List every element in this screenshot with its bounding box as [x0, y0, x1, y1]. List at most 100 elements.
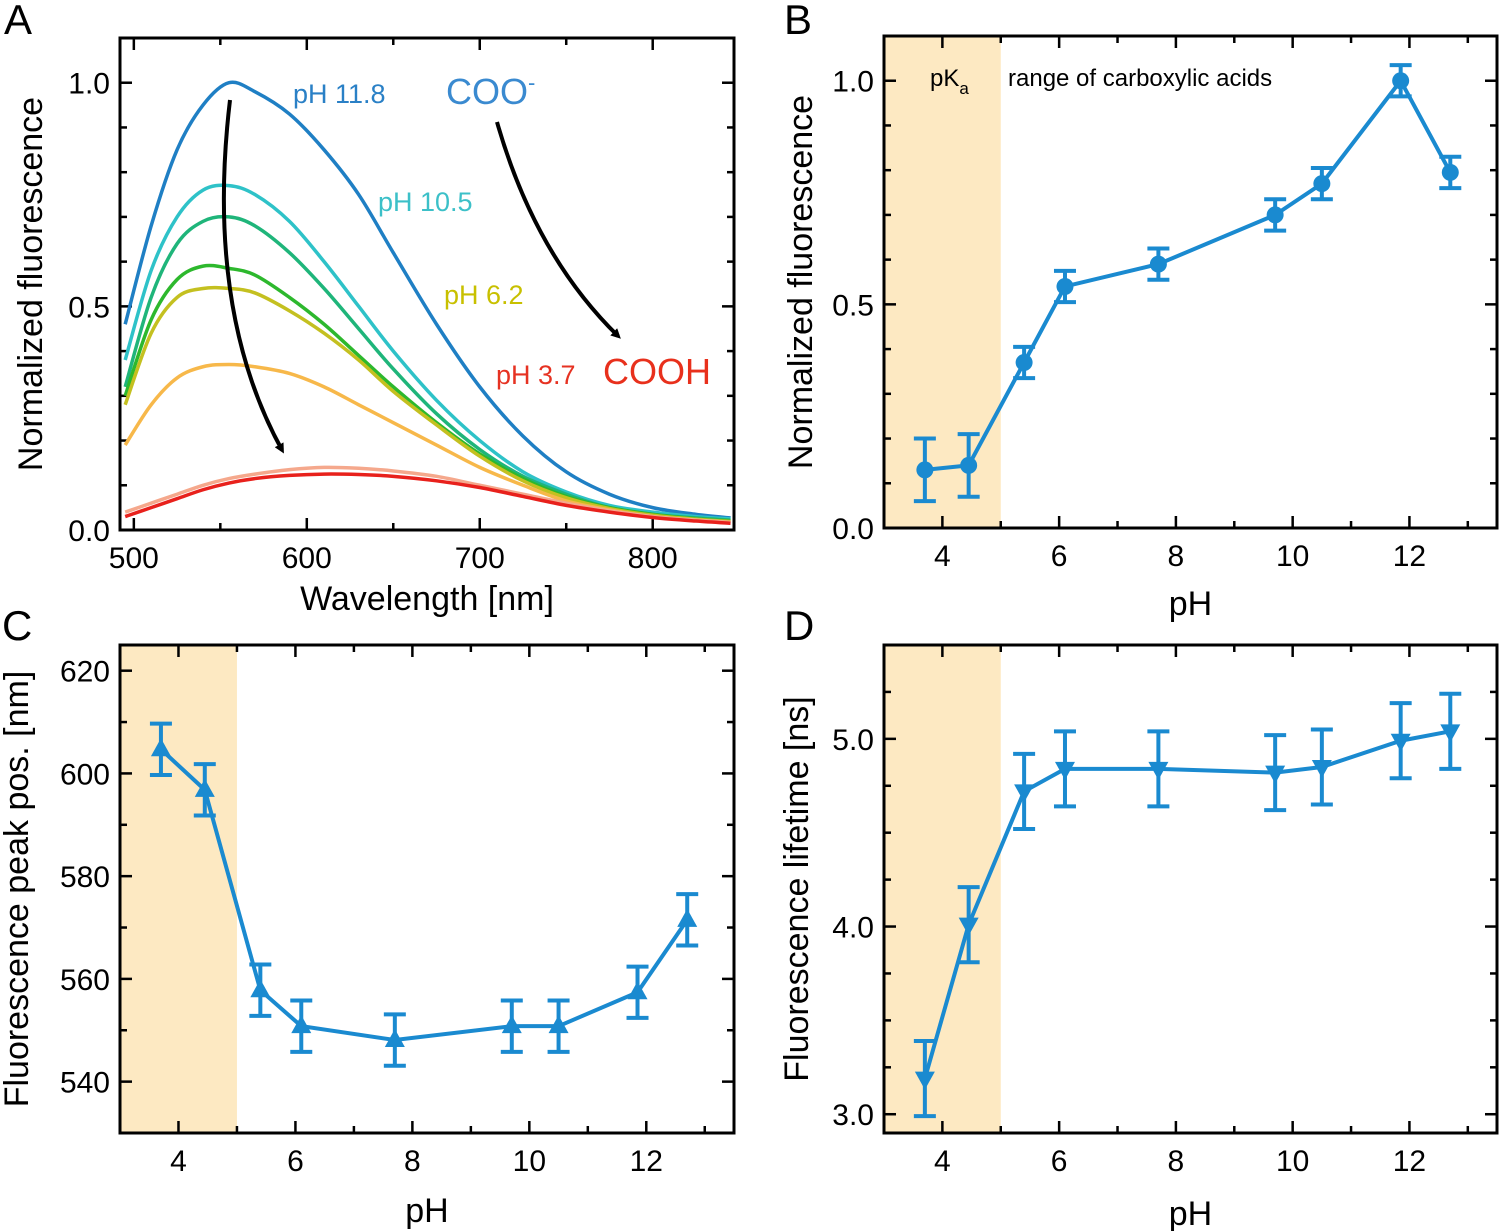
x-tick-label: 4	[934, 1145, 951, 1178]
x-tick-label: 4	[934, 540, 951, 573]
data-point	[960, 456, 978, 474]
x-tick-label: 10	[1276, 1145, 1309, 1178]
plot-frame	[118, 36, 736, 532]
x-tick-label: 8	[404, 1145, 421, 1178]
annotation-coo-text: COO	[446, 71, 528, 112]
data-point	[627, 981, 648, 1000]
x-axis-label: pH	[1169, 585, 1212, 623]
y-tick-label: 540	[60, 1067, 110, 1100]
shaded-pka-region	[120, 645, 237, 1133]
data-point	[1266, 206, 1284, 224]
annotation-pka-text: pK	[930, 65, 959, 92]
y-tick-label: 5.0	[832, 724, 874, 757]
panel-b: 4 6 8 10 12 0.0 0.5 1.0 pH Normalized fluorescenc…	[782, 34, 1499, 623]
plot-area	[913, 691, 1462, 1119]
data-point	[916, 461, 934, 479]
data-point	[1390, 733, 1411, 752]
panel-label-a: A	[4, 0, 32, 43]
panel-label-d: D	[784, 602, 814, 649]
plot-frame	[882, 643, 1499, 1135]
panel-label-b: B	[784, 0, 812, 43]
annotation-coo: COO-	[446, 70, 535, 112]
x-tick-label: 4	[170, 1145, 187, 1178]
x-tick-label: 12	[1393, 540, 1426, 573]
annotation-ph-11-8: pH 11.8	[293, 79, 386, 109]
panel-label-c: C	[2, 602, 32, 649]
annotation-cooh: COOH	[603, 351, 711, 392]
data-point	[1014, 784, 1035, 803]
data-point	[1311, 760, 1332, 778]
data-point	[150, 738, 171, 757]
data-point	[1313, 175, 1331, 193]
y-tick-label: 0.5	[68, 291, 110, 324]
arrow-decreasing-ph	[221, 99, 284, 454]
x-tick-label: 600	[282, 542, 332, 575]
panel-a: 500 600 700 800 0.0 0.5 1.0 Wavelength [nm] Norm…	[12, 36, 736, 618]
x-tick-label: 10	[513, 1145, 546, 1178]
x-tick-label: 10	[1276, 540, 1309, 573]
data-point	[1265, 765, 1286, 784]
data-point	[1149, 255, 1167, 273]
data-point	[250, 979, 271, 998]
data-point	[1440, 724, 1461, 743]
y-tick-label: 580	[60, 861, 110, 894]
x-axis-label: pH	[1169, 1195, 1212, 1231]
plot-frame	[882, 34, 1499, 530]
y-tick-label: 600	[60, 758, 110, 791]
data-line	[922, 729, 1451, 1080]
data-point	[958, 917, 979, 936]
x-axis-label: Wavelength [nm]	[300, 580, 554, 618]
arrow-coo-to-cooh	[495, 121, 621, 339]
data-point	[914, 1071, 935, 1090]
data-point	[1148, 761, 1169, 780]
y-tick-label: 3.0	[832, 1099, 874, 1132]
x-tick-label: 500	[109, 542, 159, 575]
data-point	[501, 1015, 522, 1034]
panel-c: 4 6 8 10 12 540 560 580 600 620 pH Fluorescence pea…	[0, 643, 736, 1230]
x-tick-label: 6	[1051, 540, 1068, 573]
plot-area	[913, 63, 1462, 504]
y-tick-label: 0.0	[68, 515, 110, 548]
annotation-ph-6-2: pH 6.2	[444, 280, 524, 310]
x-tick-label: 12	[1393, 1145, 1426, 1178]
data-line	[924, 77, 1453, 472]
y-tick-label: 0.5	[832, 289, 874, 322]
y-tick-label: 0.0	[832, 513, 874, 546]
x-tick-label: 8	[1168, 540, 1185, 573]
panel-d: 4 6 8 10 12 3.0 4.0 5.0 pH Fluorescence lifetime …	[778, 643, 1499, 1231]
data-point	[548, 1015, 569, 1034]
data-point	[384, 1029, 405, 1048]
spectrum-line-0	[123, 80, 731, 520]
data-point	[1056, 277, 1074, 295]
y-tick-label: 560	[60, 964, 110, 997]
plot-frame	[118, 643, 736, 1135]
annotation-ph-3-7: pH 3.7	[496, 360, 576, 390]
x-tick-label: 700	[455, 542, 505, 575]
data-point	[1441, 163, 1459, 181]
x-tick-label: 6	[287, 1145, 304, 1178]
x-tick-label: 800	[628, 542, 678, 575]
y-tick-label: 1.0	[832, 66, 874, 99]
data-point	[291, 1015, 312, 1034]
annotation-pka: pKa	[930, 65, 969, 98]
annotation-pka-sub: a	[959, 79, 969, 98]
shaded-pka-region	[884, 645, 1001, 1133]
spectrum-line-1	[123, 183, 731, 521]
y-axis-label: Fluorescence lifetime [ns]	[778, 696, 816, 1082]
x-tick-label: 8	[1168, 1145, 1185, 1178]
data-point	[1392, 72, 1410, 90]
plot-area	[123, 80, 731, 526]
spectrum-line-6	[124, 465, 731, 525]
plot-area	[149, 721, 699, 1068]
y-axis-label: Fluorescence peak pos. [nm]	[0, 671, 36, 1108]
annotation-coo-sup: -	[528, 70, 535, 95]
y-tick-label: 1.0	[68, 68, 110, 101]
y-axis-label: Normalized fluorescence	[782, 95, 820, 469]
annotation-ph-10-5: pH 10.5	[378, 187, 473, 217]
spectrum-line-7	[124, 472, 731, 526]
x-tick-label: 6	[1051, 1145, 1068, 1178]
data-point	[1015, 354, 1033, 372]
y-tick-label: 4.0	[832, 912, 874, 945]
data-point	[1054, 761, 1075, 780]
